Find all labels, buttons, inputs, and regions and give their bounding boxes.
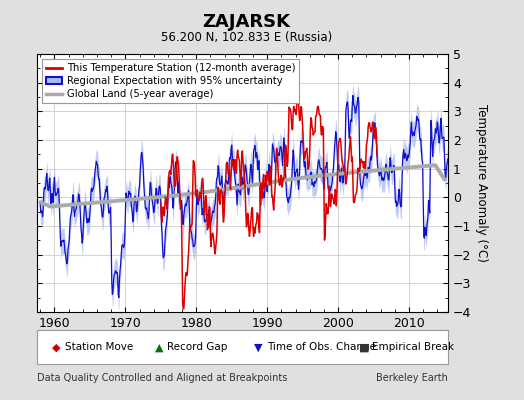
Text: Record Gap: Record Gap [167,342,227,352]
Text: ◆: ◆ [52,342,61,352]
Text: Time of Obs. Change: Time of Obs. Change [267,342,376,352]
Text: ■: ■ [359,342,369,352]
Text: ZAJARSK: ZAJARSK [202,13,290,31]
Text: ▼: ▼ [254,342,263,352]
Text: Data Quality Controlled and Aligned at Breakpoints: Data Quality Controlled and Aligned at B… [37,373,287,383]
Text: Station Move: Station Move [65,342,133,352]
Text: Empirical Break: Empirical Break [372,342,454,352]
Text: 56.200 N, 102.833 E (Russia): 56.200 N, 102.833 E (Russia) [161,32,332,44]
Text: Berkeley Earth: Berkeley Earth [376,373,448,383]
Legend: This Temperature Station (12-month average), Regional Expectation with 95% uncer: This Temperature Station (12-month avera… [42,59,299,103]
Text: ▲: ▲ [155,342,163,352]
Y-axis label: Temperature Anomaly (°C): Temperature Anomaly (°C) [475,104,488,262]
